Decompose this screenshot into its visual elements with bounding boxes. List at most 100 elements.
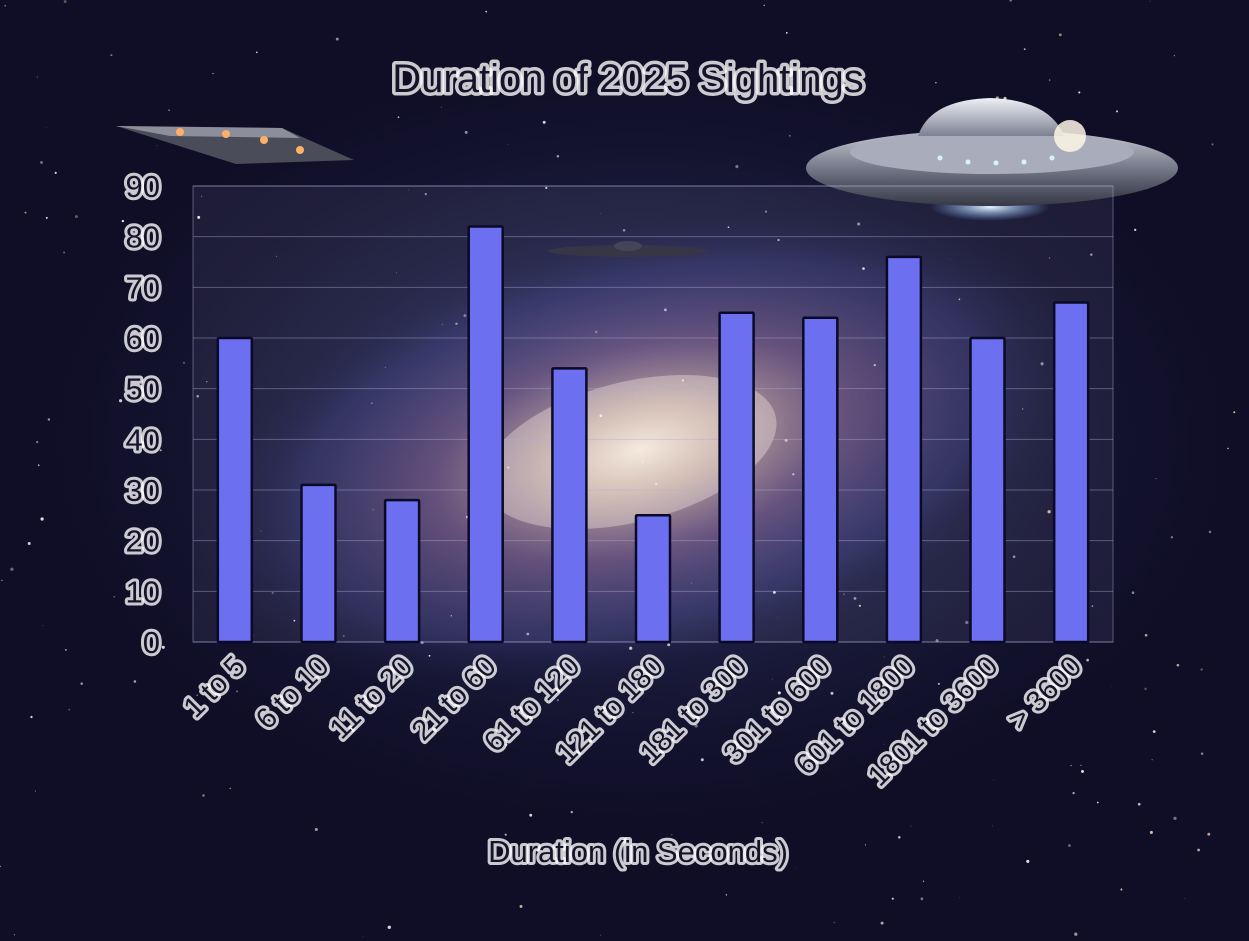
star: [1200, 752, 1204, 755]
star: [212, 72, 214, 75]
star: [450, 504, 452, 506]
star: [27, 542, 31, 545]
bar: [467, 225, 504, 644]
star: [1072, 791, 1075, 795]
star: [30, 715, 33, 719]
star: [556, 155, 560, 158]
star: [455, 322, 458, 326]
star: [784, 438, 788, 442]
star: [862, 267, 865, 270]
star: [1207, 832, 1211, 836]
star: [133, 680, 137, 683]
star: [594, 330, 598, 334]
star: [542, 120, 546, 124]
star: [505, 743, 508, 746]
star: [68, 708, 71, 711]
bar: [802, 316, 839, 644]
star: [74, 215, 78, 219]
star: [779, 710, 781, 712]
star: [362, 935, 364, 937]
star: [1144, 687, 1147, 691]
star: [883, 743, 885, 745]
star: [40, 161, 43, 164]
star: [42, 624, 44, 626]
star: [45, 216, 48, 219]
star: [700, 758, 704, 762]
star: [507, 466, 510, 469]
star: [1058, 33, 1062, 37]
star: [1176, 663, 1180, 667]
star: [1070, 764, 1072, 767]
star: [507, 144, 509, 145]
star: [1211, 143, 1214, 146]
star: [529, 813, 533, 817]
star: [1120, 888, 1123, 891]
bar: [885, 255, 923, 644]
star: [1149, 0, 1151, 2]
star: [655, 482, 658, 486]
bar: [1052, 301, 1090, 644]
star: [235, 690, 239, 693]
star: [795, 867, 796, 869]
star: [34, 790, 36, 792]
star: [397, 116, 400, 119]
star: [1048, 79, 1051, 81]
star: [1047, 510, 1051, 514]
star: [1048, 257, 1051, 259]
y-tick-label: 10: [126, 574, 160, 609]
star: [63, 251, 66, 254]
star: [600, 213, 602, 214]
star: [65, 649, 67, 651]
y-tick-label: 60: [126, 321, 160, 356]
star: [464, 130, 468, 134]
bar: [551, 367, 588, 644]
star: [197, 215, 201, 219]
star: [1068, 844, 1071, 847]
chart-title: Duration of 2025 Sightings: [392, 57, 863, 101]
star: [883, 656, 885, 658]
star: [864, 844, 866, 846]
bar: [969, 336, 1006, 644]
star: [935, 639, 939, 643]
star: [922, 880, 925, 882]
star: [1078, 91, 1081, 94]
star: [293, 619, 296, 622]
star: [634, 396, 637, 398]
star: [260, 530, 262, 532]
bar-series: [216, 225, 1090, 644]
star: [876, 689, 879, 692]
star: [771, 678, 773, 680]
star: [830, 691, 834, 695]
star: [424, 192, 427, 196]
star: [36, 76, 38, 78]
ufo-illustration-right: [806, 98, 1178, 221]
star: [156, 145, 158, 147]
ufo-illustration-left: [116, 126, 354, 164]
star: [671, 834, 673, 836]
star: [761, 822, 763, 824]
star: [825, 74, 828, 78]
y-tick-label: 80: [126, 220, 160, 255]
x-axis-label: Duration (in Seconds): [488, 834, 788, 869]
star: [80, 682, 83, 685]
star: [1026, 859, 1030, 863]
star: [691, 582, 692, 584]
star: [24, 211, 27, 214]
star: [40, 517, 44, 521]
star: [1074, 932, 1078, 936]
star: [910, 825, 912, 827]
star: [1151, 759, 1153, 761]
star: [993, 779, 995, 781]
star: [1012, 555, 1016, 559]
star: [47, 418, 51, 421]
bar: [216, 336, 254, 644]
star: [556, 698, 560, 702]
star: [1155, 478, 1157, 480]
star: [664, 308, 667, 312]
star: [36, 441, 39, 444]
star: [937, 682, 940, 685]
star: [1110, 686, 1112, 688]
star: [526, 632, 530, 636]
star: [183, 361, 185, 364]
star: [1197, 848, 1200, 852]
